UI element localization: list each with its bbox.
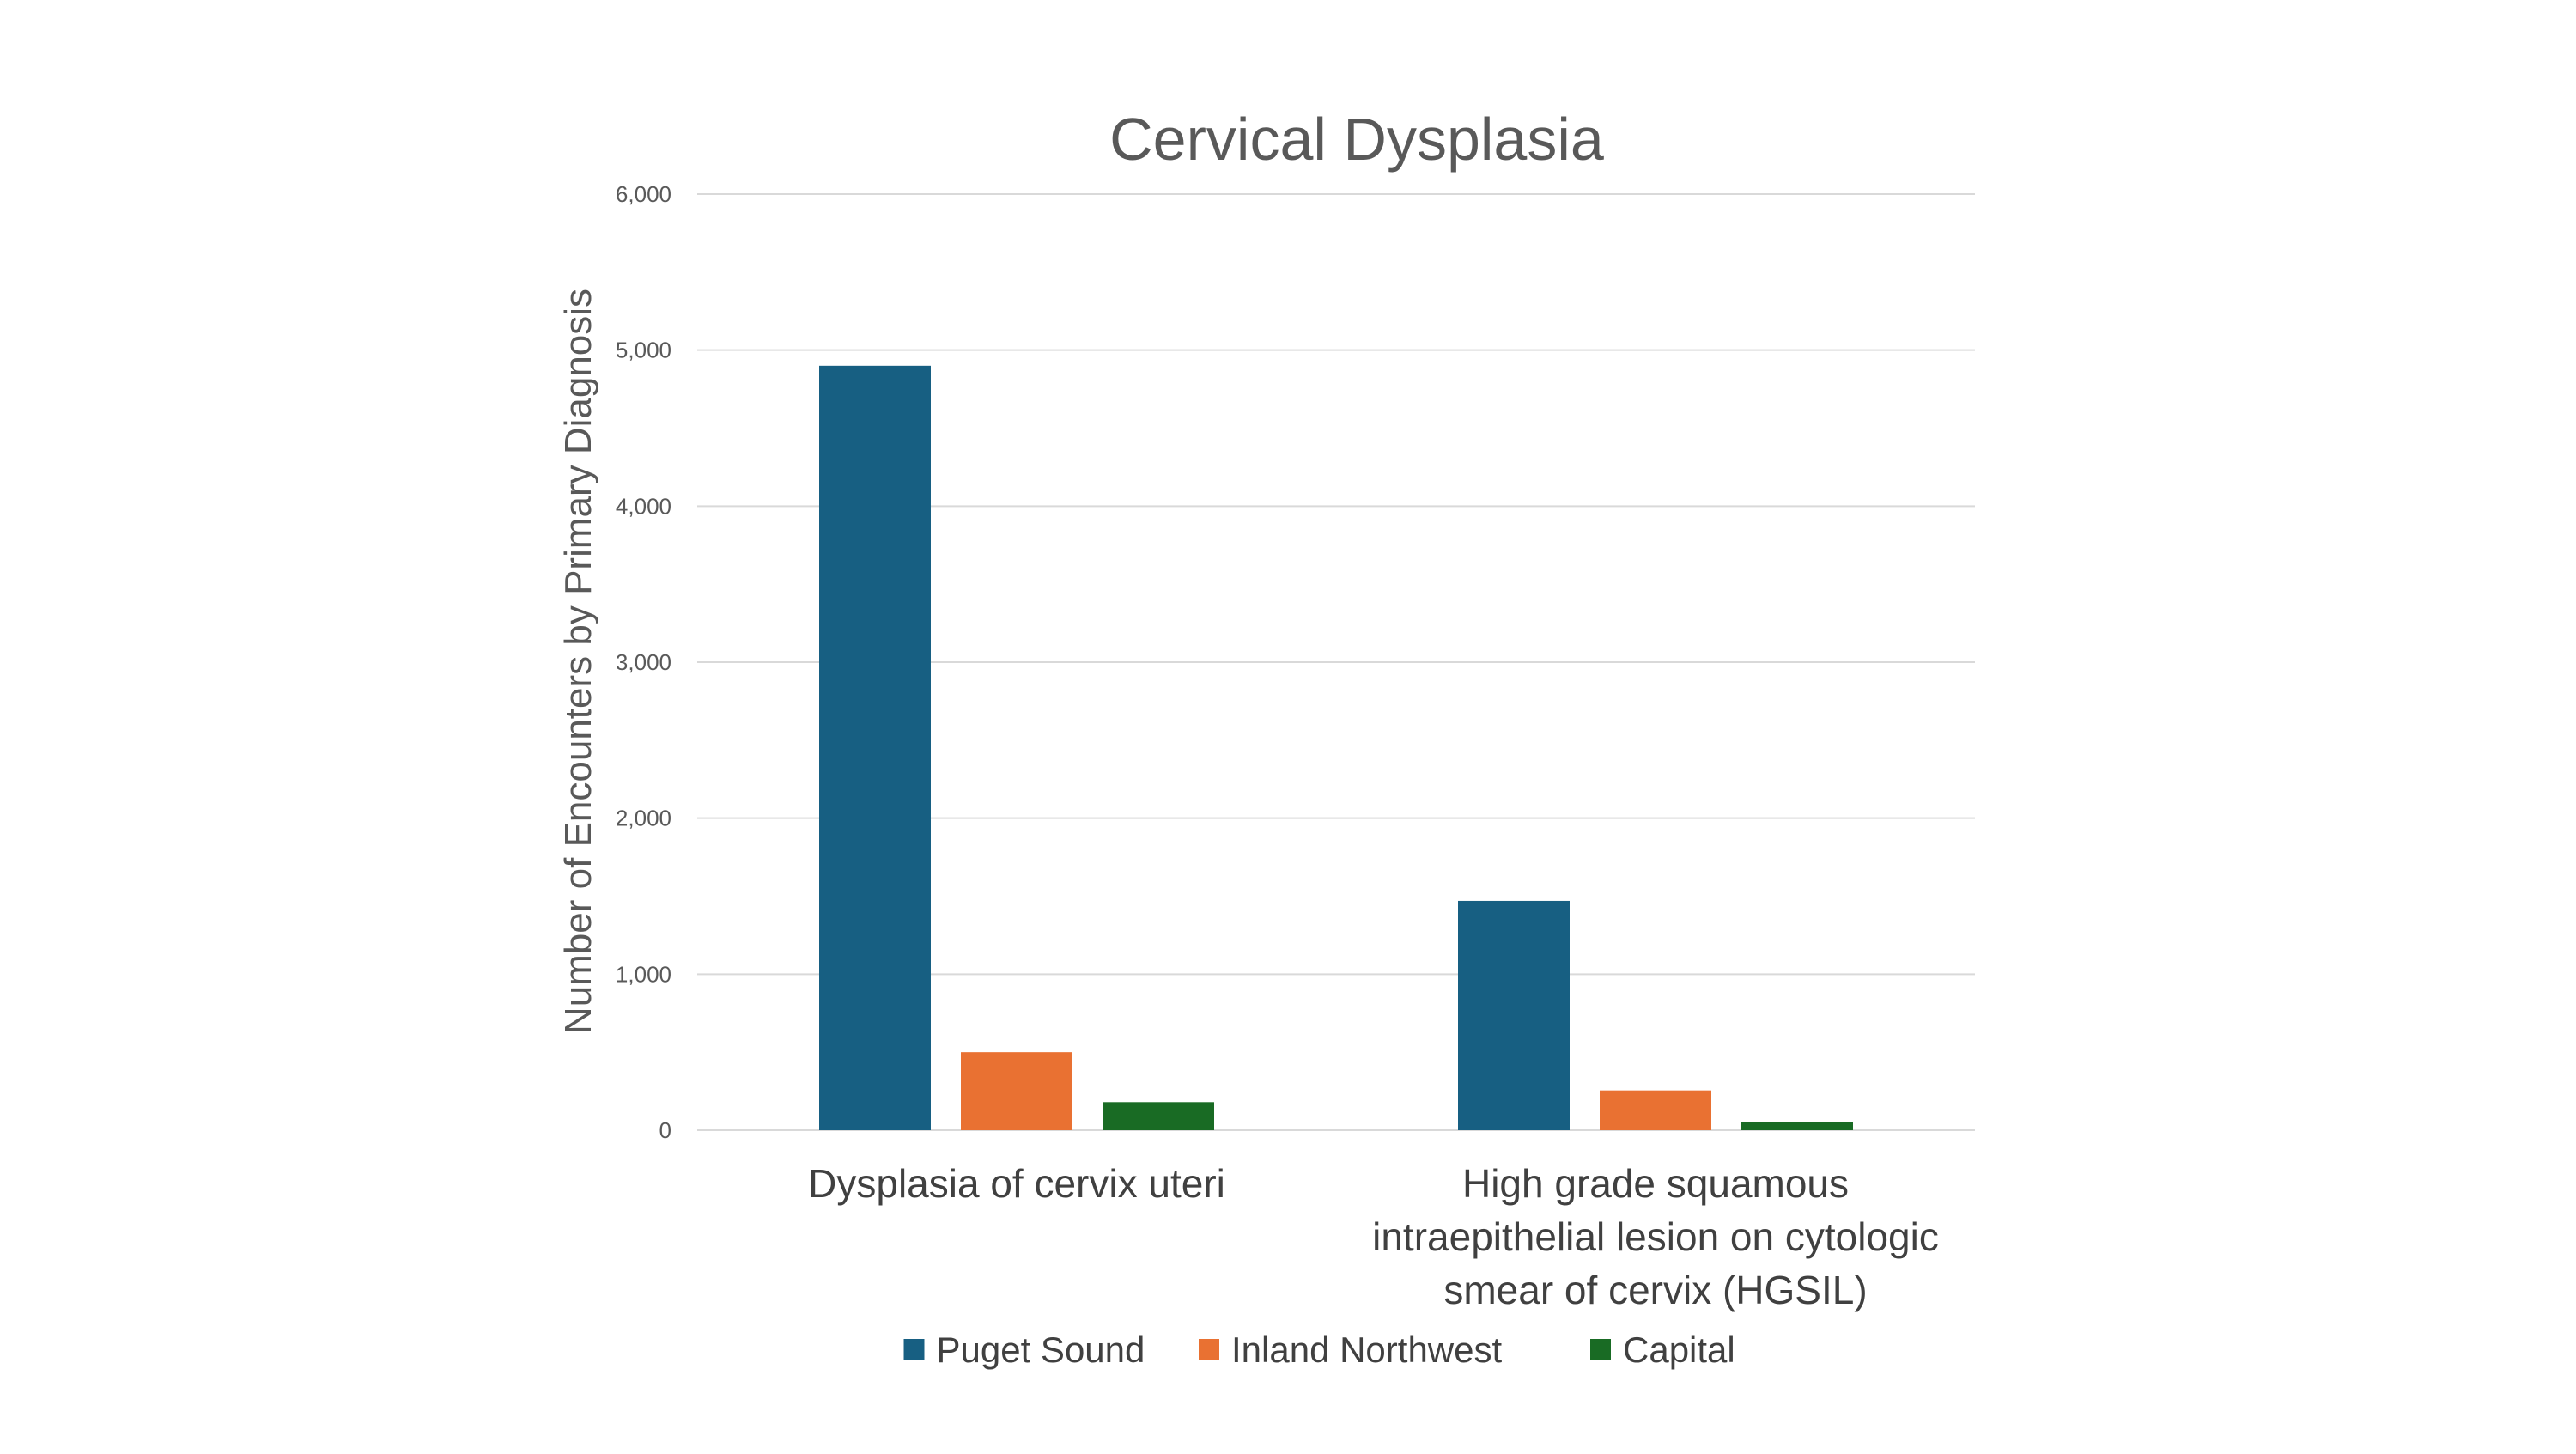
y-tick-label: 6,000 bbox=[616, 181, 671, 207]
bar-puget-sound bbox=[1458, 900, 1570, 1130]
bar-inland-northwest bbox=[1600, 1090, 1711, 1130]
y-tick-label: 4,000 bbox=[616, 493, 671, 519]
bar-capital bbox=[1741, 1122, 1853, 1130]
bar-puget-sound bbox=[819, 365, 931, 1130]
y-axis-ticks: 0 1,000 2,000 3,000 4,000 5,000 6,000 bbox=[616, 181, 671, 1143]
legend-swatch bbox=[903, 1339, 925, 1360]
legend-label: Puget Sound bbox=[937, 1329, 1145, 1370]
chart-title: Cervical Dysplasia bbox=[1109, 106, 1604, 173]
y-tick-label: 2,000 bbox=[616, 806, 671, 831]
bars bbox=[819, 365, 1853, 1130]
bar-inland-northwest bbox=[961, 1052, 1072, 1130]
x-axis-category-labels: Dysplasia of cervix uteri High grade squa… bbox=[808, 1161, 1939, 1312]
y-tick-label: 3,000 bbox=[616, 649, 671, 675]
y-axis-title: Number of Encounters by Primary Diagnosi… bbox=[557, 289, 599, 1034]
x-category-label: Dysplasia of cervix uteri bbox=[808, 1161, 1225, 1206]
bar-capital bbox=[1103, 1102, 1214, 1130]
legend-swatch bbox=[1199, 1339, 1219, 1360]
y-tick-label: 1,000 bbox=[616, 961, 671, 987]
legend-swatch bbox=[1590, 1339, 1611, 1360]
y-tick-label: 5,000 bbox=[616, 338, 671, 363]
x-category-label: High grade squamous intraepithelial lesio… bbox=[1372, 1161, 1939, 1312]
legend: Puget Sound Inland Northwest Capital bbox=[903, 1329, 1735, 1370]
y-tick-label: 0 bbox=[659, 1117, 671, 1143]
legend-label: Inland Northwest bbox=[1231, 1329, 1502, 1370]
legend-label: Capital bbox=[1623, 1329, 1735, 1370]
